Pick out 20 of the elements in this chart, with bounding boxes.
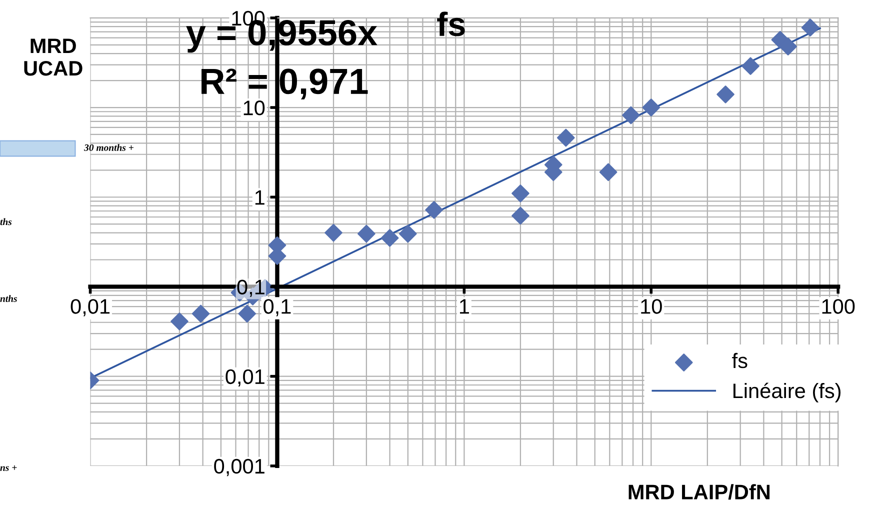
annotation: R² = 0,971 [202, 68, 368, 100]
y-tick-label: 0,001 [214, 458, 264, 476]
y-tick-label: 0,1 [237, 280, 264, 297]
text: nths [0, 295, 17, 302]
annotation: 30 months + [84, 144, 134, 151]
x-tick-label: 100 [822, 299, 855, 314]
x-tick-label: 0,01 [70, 299, 110, 316]
legend-label: fs [732, 352, 748, 368]
y-axis-title: MRD UCAD [24, 38, 82, 76]
x-tick-label: 10 [641, 299, 662, 314]
x-axis-title: MRD LAIP/DfN [628, 484, 770, 500]
text: ns + [0, 465, 17, 471]
x-tick-label: 1 [460, 299, 469, 314]
y-tick-label: 10 [244, 100, 265, 116]
legend-label: Linéaire (fs) [734, 382, 840, 402]
x-tick-label: 0,1 [264, 299, 291, 316]
text: ths [0, 218, 12, 226]
y-tick-label: 1 [255, 190, 264, 205]
chart-title: fs [437, 12, 465, 36]
y-tick-label: 0,01 [226, 369, 264, 387]
